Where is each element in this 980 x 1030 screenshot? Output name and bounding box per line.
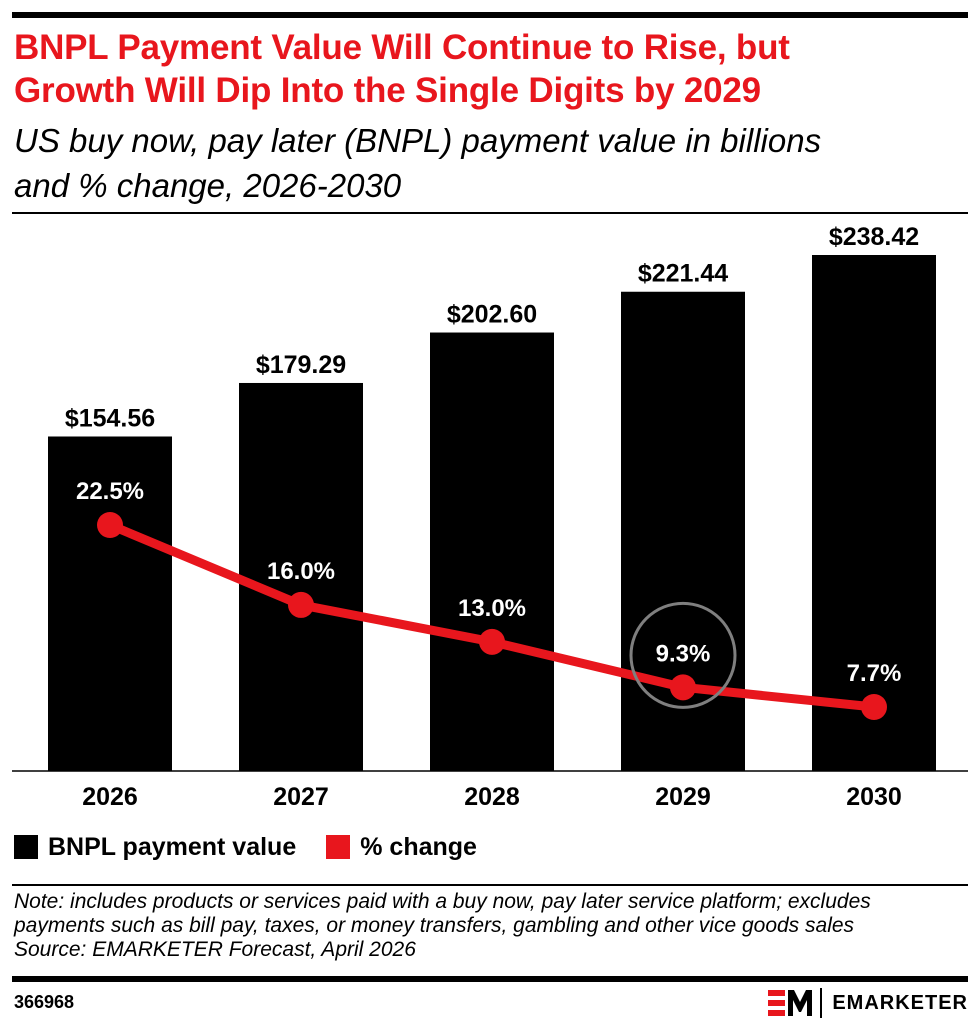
- bar-value-label-2028: $202.60: [447, 301, 537, 329]
- em-logo-icon: [768, 990, 813, 1016]
- bar-2028: [430, 332, 554, 771]
- line-point-2026: [97, 512, 123, 538]
- x-tick-label-2026: 2026: [82, 783, 138, 811]
- bar-value-label-2027: $179.29: [256, 351, 346, 379]
- line-point-2030: [861, 694, 887, 720]
- bars-layer: [48, 255, 936, 771]
- brand-logo: EMARKETER: [768, 986, 968, 1020]
- line-value-label-2026: 22.5%: [76, 478, 144, 505]
- brand-divider: [820, 988, 823, 1018]
- bar-2026: [48, 436, 172, 771]
- legend: BNPL payment value % change: [14, 830, 507, 864]
- title-line-1: BNPL Payment Value Will Continue to Rise…: [14, 28, 790, 67]
- bar-value-label-2026: $154.56: [65, 404, 155, 432]
- subtitle-line-1: US buy now, pay later (BNPL) payment val…: [14, 122, 822, 159]
- axis-layer: 2026 2027 2028 2029 2030: [12, 770, 968, 811]
- line-point-2029: [670, 674, 696, 701]
- legend-swatch-line: [326, 835, 351, 859]
- subtitle-rule: [12, 212, 968, 214]
- brand-name: EMARKETER: [832, 991, 968, 1014]
- footnote: Note: includes products or services paid…: [14, 890, 970, 962]
- legend-label-line: % change: [360, 832, 477, 861]
- x-tick-label-2028: 2028: [464, 783, 520, 811]
- line-point-2027: [288, 591, 314, 618]
- source-line: Source: EMARKETER Forecast, April 2026: [14, 938, 416, 961]
- note-rule: [12, 884, 968, 886]
- note-line-2: payments such as bill pay, taxes, or mon…: [14, 914, 855, 937]
- subtitle-line-2: and % change, 2026-2030: [14, 167, 402, 204]
- x-tick-label-2030: 2030: [846, 783, 902, 811]
- chart-id: 366968: [14, 992, 75, 1012]
- chart-subtitle: US buy now, pay later (BNPL) payment val…: [14, 118, 964, 208]
- line-value-label-2030: 7.7%: [847, 660, 902, 687]
- legend-item-bar: BNPL payment value: [14, 833, 296, 862]
- note-line-1: Note: includes products or services paid…: [14, 890, 871, 913]
- legend-swatch-bar: [14, 835, 38, 859]
- chart-title: BNPL Payment Value Will Continue to Rise…: [14, 26, 964, 112]
- labels-layer: $154.56 $179.29 $202.60 $221.44 $238.42 22.5%…: [65, 223, 919, 709]
- bar-value-label-2029: $221.44: [638, 260, 728, 288]
- bar-2030: [812, 255, 936, 771]
- top-rule: [12, 12, 968, 18]
- highlight-ring-2029: [629, 601, 737, 709]
- line-layer: [97, 512, 887, 720]
- line-value-label-2027: 16.0%: [267, 558, 335, 585]
- legend-item-line: % change: [326, 833, 477, 862]
- bar-2027: [239, 382, 363, 771]
- x-tick-label-2029: 2029: [655, 783, 711, 811]
- x-tick-label-2027: 2027: [273, 783, 329, 811]
- title-line-2: Growth Will Dip Into the Single Digits b…: [14, 71, 761, 110]
- line-value-label-2029: 9.3%: [656, 640, 711, 667]
- legend-label-bar: BNPL payment value: [48, 832, 297, 861]
- line-value-label-2028: 13.0%: [458, 595, 526, 622]
- chart-plot: $154.56 $179.29 $202.60 $221.44 $238.42 22.5%…: [12, 223, 968, 811]
- bottom-rule: [12, 976, 968, 982]
- line-point-2028: [479, 628, 505, 655]
- bar-value-label-2030: $238.42: [829, 223, 919, 251]
